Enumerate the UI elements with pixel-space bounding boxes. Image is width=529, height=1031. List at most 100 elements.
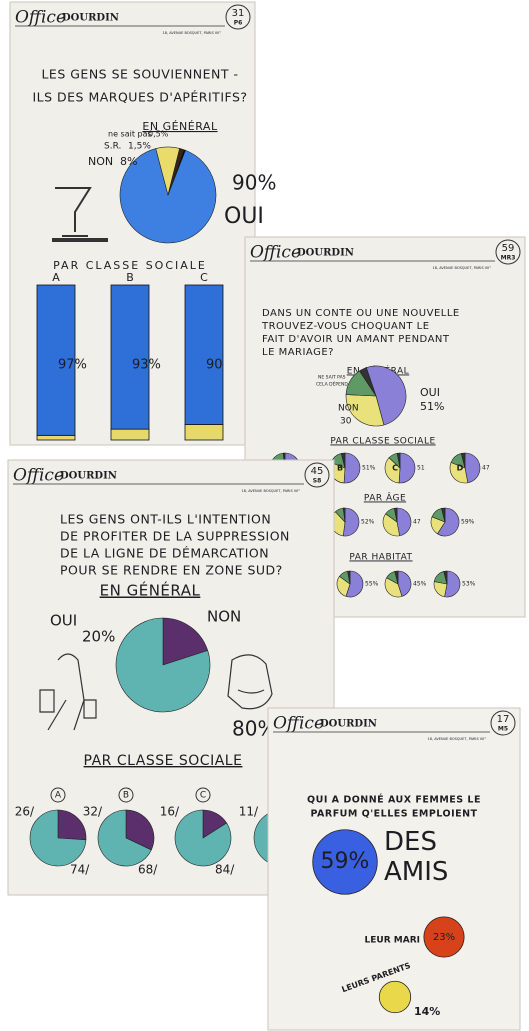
code-number: 59 xyxy=(502,243,515,254)
bubble xyxy=(378,980,412,1014)
bubble xyxy=(423,916,465,958)
value-label: 90 xyxy=(206,358,223,373)
category-ring xyxy=(195,787,211,803)
code-series: S8 xyxy=(313,478,322,485)
value-label: 0,5% xyxy=(148,130,169,139)
category-label: C xyxy=(200,271,208,284)
chart-title: PAR ÂGE xyxy=(364,492,406,504)
pie-slice xyxy=(340,452,346,469)
code-badge xyxy=(225,4,251,30)
value-label: 51 xyxy=(417,465,425,472)
category-label: ne sait pas xyxy=(108,130,152,139)
pie-slice xyxy=(345,394,385,427)
value-label: 14% xyxy=(414,1005,440,1018)
category-ring xyxy=(118,787,134,803)
pie-slice xyxy=(347,570,351,585)
value-label: 8% xyxy=(120,155,137,168)
code-series: P6 xyxy=(234,20,243,27)
value-label: 47 xyxy=(413,519,421,526)
category-box: DES AMIS xyxy=(384,828,449,887)
category-label: B xyxy=(126,271,134,284)
pie-slice xyxy=(396,452,401,469)
brand: Office xyxy=(250,243,301,263)
value-label: 23% xyxy=(433,932,455,943)
value-label: 53% xyxy=(462,581,476,588)
value-label: 90% xyxy=(232,171,276,195)
bar-segment xyxy=(36,434,76,441)
brand-name: DOURDIN xyxy=(320,719,377,730)
category-ring xyxy=(50,787,66,803)
category-label: NON xyxy=(207,608,241,626)
poster-paper xyxy=(267,707,521,1031)
category-label: NON xyxy=(338,404,359,414)
value-label: 16/ xyxy=(160,805,180,819)
question-line: POUR SE RENDRE EN ZONE SUD? xyxy=(60,563,283,578)
category-label: A xyxy=(52,271,60,284)
value-label: 52% xyxy=(361,519,375,526)
category-label: LEUR MARI xyxy=(365,936,420,946)
value-label: 74/ xyxy=(70,863,90,877)
value-label: 45% xyxy=(413,581,427,588)
pie-slice xyxy=(441,507,446,523)
bar-segment xyxy=(36,284,76,436)
value-label: 97% xyxy=(58,358,87,373)
category-label: B xyxy=(123,791,129,801)
pie-slice xyxy=(115,617,211,713)
chart-title: EN GÉNÉRAL xyxy=(142,120,218,133)
pie-slice xyxy=(460,452,466,469)
value-label: 11/ xyxy=(239,805,259,819)
brand-name: DOURDIN xyxy=(62,13,119,24)
pie-slice xyxy=(398,452,416,484)
value-label: 32/ xyxy=(83,805,103,819)
value-label: 30 xyxy=(340,417,352,427)
traveller-icon xyxy=(39,653,97,731)
value-label: 51% xyxy=(362,465,376,472)
pie-slice xyxy=(443,570,448,585)
pie-slice xyxy=(382,513,400,537)
value-label: 93% xyxy=(132,358,161,373)
pie-slice xyxy=(57,809,87,841)
category-label: OUI xyxy=(420,386,440,399)
bar-segment xyxy=(110,284,150,430)
pie-slice xyxy=(444,570,461,598)
pie-slice xyxy=(365,365,407,426)
pie-slice xyxy=(174,809,232,867)
category-label: B xyxy=(337,464,343,473)
pie-slice xyxy=(29,809,87,867)
chart-title: PAR CLASSE SOCIALE xyxy=(53,259,207,272)
pie-slice xyxy=(342,507,346,523)
pie-slice xyxy=(384,577,403,598)
address: 18, AVENUE BOSQUET, PARIS VII° xyxy=(242,489,301,493)
bar-segment xyxy=(110,428,150,441)
pie-slice xyxy=(384,457,401,484)
armchair-icon xyxy=(227,654,273,710)
question-line: ILS DES MARQUES D'APÉRITIFS? xyxy=(32,90,247,105)
value-label: 84/ xyxy=(215,863,235,877)
code-badge xyxy=(304,462,330,488)
value-label: 59% xyxy=(461,519,475,526)
value-label: 68/ xyxy=(138,863,158,877)
category-label: A xyxy=(55,791,62,801)
pie-slice xyxy=(342,507,360,537)
value-label: 51% xyxy=(420,400,444,413)
pie-slice xyxy=(167,149,186,196)
pie-slice xyxy=(343,452,361,484)
value-label: 59% xyxy=(321,849,370,874)
category-label: D xyxy=(457,464,464,473)
value-label: 47 xyxy=(482,465,490,472)
chart-title: EN GÉNÉRAL xyxy=(100,581,201,600)
value-label: 55% xyxy=(365,581,379,588)
pie-slice xyxy=(119,148,217,244)
category-label: OUI xyxy=(50,612,77,630)
question-line: LES GENS SE SOUVIENNENT - xyxy=(41,67,238,82)
pie-slice xyxy=(396,507,412,537)
pie-slice xyxy=(394,570,399,585)
chart-title: PAR CLASSE SOCIALE xyxy=(330,437,435,447)
category-label: DES AMIS xyxy=(384,828,449,887)
brand-name: DOURDIN xyxy=(60,471,117,482)
pie-slice xyxy=(162,617,209,666)
pie-slice xyxy=(97,809,152,867)
address: 18, AVENUE BOSQUET, PARIS VII° xyxy=(163,31,222,35)
category-label: NE SAIT PAS xyxy=(318,375,346,381)
